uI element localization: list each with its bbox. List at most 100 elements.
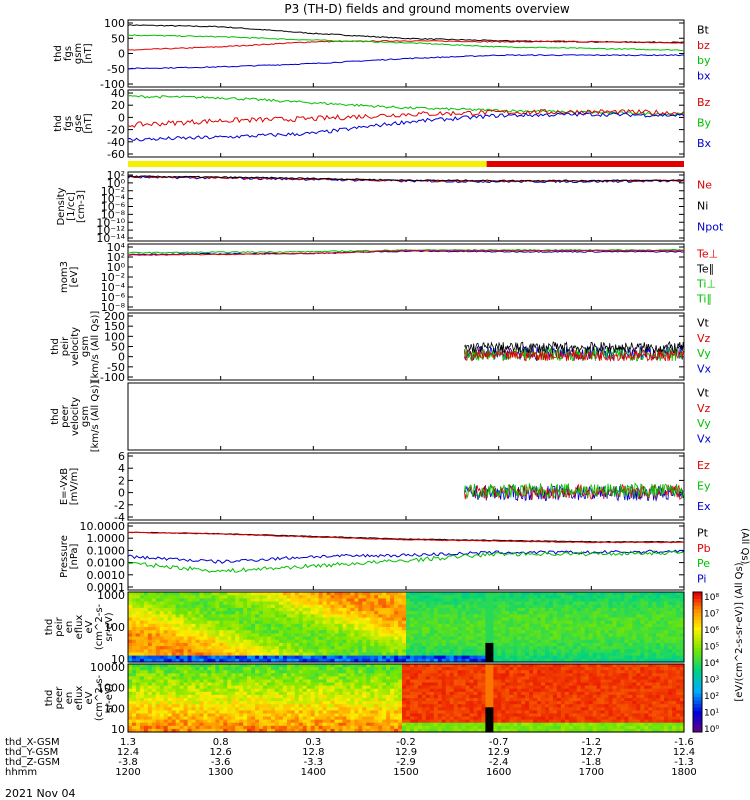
spec-cell bbox=[139, 682, 145, 687]
spec-cell bbox=[350, 676, 355, 681]
spec-cell bbox=[191, 614, 197, 619]
spec-cell bbox=[259, 614, 264, 619]
legend-Vy: Vy bbox=[697, 417, 711, 430]
spec-cell bbox=[235, 707, 240, 711]
spec-cell bbox=[290, 655, 296, 660]
spec-cell bbox=[402, 667, 407, 671]
spec-cell bbox=[413, 611, 419, 615]
spec-cell bbox=[175, 636, 181, 641]
spec-cell bbox=[636, 614, 641, 619]
spec-cell bbox=[656, 620, 661, 625]
spec-cell bbox=[255, 592, 260, 596]
spec-cell bbox=[429, 604, 435, 609]
spec-cell bbox=[255, 719, 260, 724]
spec-cell bbox=[263, 688, 268, 693]
spec-cell bbox=[342, 710, 348, 715]
spec-cell bbox=[477, 611, 483, 615]
spec-cell bbox=[640, 592, 645, 596]
spec-cell bbox=[354, 716, 359, 721]
spec-cell bbox=[139, 646, 145, 650]
spec-cell bbox=[358, 710, 363, 715]
spec-cell bbox=[628, 607, 633, 612]
spec-cell bbox=[135, 598, 141, 603]
spec-cell bbox=[132, 679, 137, 684]
spec-cell bbox=[437, 623, 443, 628]
spec-cell bbox=[322, 725, 328, 730]
spec-cell bbox=[171, 636, 177, 641]
spec-cell bbox=[199, 598, 205, 603]
spec-cell bbox=[413, 614, 419, 619]
spec-cell bbox=[215, 592, 220, 596]
spec-cell bbox=[592, 595, 598, 599]
spec-cell bbox=[406, 630, 411, 634]
spec-cell bbox=[143, 630, 149, 634]
spec-cell bbox=[151, 694, 157, 699]
spec-cell bbox=[529, 592, 534, 596]
spec-cell bbox=[398, 633, 403, 638]
spec-cell bbox=[259, 713, 264, 718]
spec-cell bbox=[135, 667, 141, 671]
spec-cell bbox=[421, 598, 427, 603]
spec-cell bbox=[167, 719, 173, 724]
spec-cell bbox=[386, 704, 391, 708]
spec-cell bbox=[318, 617, 324, 622]
spec-cell bbox=[489, 607, 494, 612]
spec-cell bbox=[132, 664, 137, 668]
spec-cell bbox=[215, 639, 220, 644]
spec-cell bbox=[509, 649, 514, 654]
spec-cell bbox=[445, 642, 451, 647]
spec-cell bbox=[179, 704, 185, 708]
spec-cell bbox=[572, 652, 578, 657]
spec-cell bbox=[286, 601, 292, 606]
spec-cell bbox=[497, 617, 502, 622]
spec-cell bbox=[247, 667, 252, 671]
spec-cell bbox=[402, 604, 407, 609]
spec-cell bbox=[223, 701, 228, 705]
spec-cell bbox=[171, 676, 177, 681]
spec-cell bbox=[179, 725, 185, 730]
spec-cell bbox=[386, 722, 391, 727]
spec-cell bbox=[171, 595, 177, 599]
spec-cell bbox=[132, 601, 137, 606]
spec-cell bbox=[338, 617, 344, 622]
spec-cell bbox=[572, 601, 578, 606]
spec-cell bbox=[632, 630, 637, 634]
spec-cell bbox=[159, 694, 165, 699]
spec-cell bbox=[429, 598, 435, 603]
spec-cell bbox=[298, 701, 304, 705]
spec-cell bbox=[390, 655, 395, 660]
spec-cell bbox=[545, 592, 550, 596]
spec-cell bbox=[608, 614, 614, 619]
spec-cell bbox=[282, 725, 288, 730]
spec-cell bbox=[370, 698, 375, 702]
spec-cell bbox=[294, 598, 300, 603]
spec-cell bbox=[179, 611, 185, 615]
spec-cell bbox=[501, 642, 506, 647]
spec-cell bbox=[151, 676, 157, 681]
spec-cell bbox=[374, 701, 379, 705]
spec-cell bbox=[465, 649, 471, 654]
spec-cell bbox=[326, 595, 332, 599]
spec-cell bbox=[318, 646, 324, 650]
spec-cell bbox=[215, 676, 220, 681]
spec-cell bbox=[406, 601, 411, 606]
spec-cell bbox=[394, 642, 399, 647]
spec-cell bbox=[151, 707, 157, 711]
spec-cell bbox=[521, 633, 526, 638]
spec-cell bbox=[326, 719, 332, 724]
spec-cell bbox=[620, 636, 626, 641]
y-tick-label: -2 bbox=[114, 499, 125, 512]
spec-cell bbox=[163, 636, 169, 641]
spec-cell bbox=[473, 598, 479, 603]
spec-cell bbox=[128, 592, 133, 596]
spec-cell bbox=[290, 691, 296, 696]
spec-cell bbox=[672, 611, 677, 615]
spec-cell bbox=[259, 636, 264, 641]
spec-cell bbox=[402, 688, 407, 693]
spec-cell bbox=[211, 679, 216, 684]
spec-cell bbox=[195, 655, 201, 660]
spec-cell bbox=[406, 639, 411, 644]
spec-cell bbox=[604, 620, 610, 625]
spec-cell bbox=[243, 673, 248, 677]
spec-cell bbox=[636, 598, 641, 603]
